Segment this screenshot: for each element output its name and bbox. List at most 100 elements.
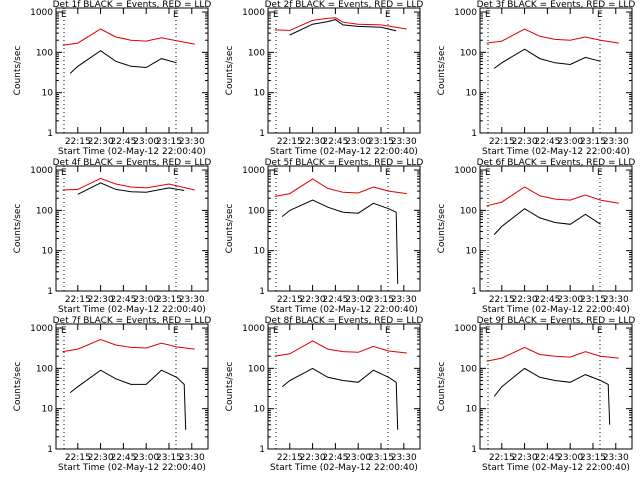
y-tick-label: 1000 <box>242 324 265 334</box>
lld-line <box>486 186 619 207</box>
y-axis-label: Counts/sec <box>437 362 447 412</box>
y-tick-label: 10 <box>466 89 478 99</box>
x-tick-label: 23:15 <box>368 137 394 147</box>
x-tick-label: 22:30 <box>88 137 114 147</box>
x-tick-label: 23:30 <box>179 295 205 305</box>
x-axis-label: Start Time (02-May-12 22:00:40) <box>482 463 630 473</box>
x-tick-label: 23:00 <box>557 295 583 305</box>
lld-line <box>62 28 195 46</box>
y-tick-label: 1 <box>471 445 477 455</box>
panel-3: Det 3f BLACK = Events, RED = LLD 1 10 100 10… <box>437 0 635 157</box>
interval-marker-label: E <box>173 10 179 20</box>
y-tick-label: 1000 <box>454 166 477 176</box>
x-tick-label: 23:00 <box>557 137 583 147</box>
lld-line <box>274 340 407 357</box>
x-tick-label: 23:15 <box>368 453 394 463</box>
plot-frame <box>479 165 633 292</box>
y-tick-label: 1 <box>259 129 265 139</box>
x-tick-label: 22:15 <box>65 453 91 463</box>
y-axis-label: Counts/sec <box>437 46 447 96</box>
y-tick-label: 1 <box>471 129 477 139</box>
interval-marker-label: E <box>61 10 67 20</box>
interval-marker-label: E <box>485 326 491 336</box>
y-tick-label: 10 <box>42 89 54 99</box>
lld-line <box>274 17 407 31</box>
x-tick-label: 23:00 <box>133 295 159 305</box>
interval-marker-label: E <box>597 10 603 20</box>
interval-marker-label: E <box>385 10 391 20</box>
y-tick-label: 1000 <box>30 8 53 18</box>
events-line <box>281 199 399 284</box>
x-axis-label: Start Time (02-May-12 22:00:40) <box>58 463 206 473</box>
x-tick-label: 22:45 <box>322 295 348 305</box>
panel-1: Det 1f BLACK = Events, RED = LLD 1 10 100 10… <box>13 0 211 157</box>
panel-4: Det 4f BLACK = Events, RED = LLD 1 10 100 10… <box>13 158 211 315</box>
plot-frame <box>267 323 421 450</box>
x-tick-label: 22:15 <box>277 295 303 305</box>
x-axis-label: Start Time (02-May-12 22:00:40) <box>58 147 206 157</box>
y-tick-label: 10 <box>254 89 266 99</box>
y-tick-label: 1 <box>259 287 265 297</box>
interval-marker-label: E <box>173 168 179 178</box>
panel-title: Det 8f BLACK = Events, RED = LLD <box>265 316 424 326</box>
y-tick-label: 100 <box>460 364 477 374</box>
y-tick-label: 10 <box>466 247 478 257</box>
x-tick-label: 22:45 <box>110 453 136 463</box>
x-tick-label: 23:30 <box>603 295 629 305</box>
lld-line <box>62 338 195 353</box>
lld-line <box>486 28 619 44</box>
x-tick-label: 23:00 <box>345 453 371 463</box>
panel-title: Det 3f BLACK = Events, RED = LLD <box>477 0 636 10</box>
y-tick-label: 100 <box>36 206 53 216</box>
events-line <box>69 369 187 430</box>
panel-7: Det 7f BLACK = Events, RED = LLD 1 10 100 10… <box>13 316 211 473</box>
interval-marker-label: E <box>61 168 67 178</box>
x-tick-label: 23:15 <box>156 453 182 463</box>
x-tick-label: 22:15 <box>277 137 303 147</box>
y-tick-label: 1 <box>259 445 265 455</box>
panel-title: Det 4f BLACK = Events, RED = LLD <box>53 158 212 168</box>
panel-6: Det 6f BLACK = Events, RED = LLD 1 10 100 10… <box>437 158 635 315</box>
panel-8: Det 8f BLACK = Events, RED = LLD 1 10 100 10… <box>225 316 423 473</box>
x-tick-label: 22:45 <box>534 453 560 463</box>
x-axis-label: Start Time (02-May-12 22:00:40) <box>482 305 630 315</box>
interval-marker-label: E <box>597 326 603 336</box>
x-tick-label: 23:15 <box>580 453 606 463</box>
y-tick-label: 1000 <box>30 324 53 334</box>
y-tick-label: 1000 <box>242 8 265 18</box>
x-axis-label: Start Time (02-May-12 22:00:40) <box>482 147 630 157</box>
plot-frame <box>55 323 209 450</box>
y-axis-label: Counts/sec <box>225 204 235 254</box>
x-tick-label: 22:30 <box>88 453 114 463</box>
lld-line <box>62 177 195 191</box>
x-axis-label: Start Time (02-May-12 22:00:40) <box>270 463 418 473</box>
x-tick-label: 23:00 <box>133 453 159 463</box>
x-tick-label: 23:00 <box>133 137 159 147</box>
x-tick-label: 23:30 <box>179 137 205 147</box>
events-line <box>77 182 185 195</box>
x-tick-label: 23:00 <box>557 453 583 463</box>
interval-marker-label: E <box>173 326 179 336</box>
y-axis-label: Counts/sec <box>437 204 447 254</box>
interval-marker-label: E <box>385 326 391 336</box>
y-tick-label: 1000 <box>30 166 53 176</box>
panel-title: Det 9f BLACK = Events, RED = LLD <box>477 316 636 326</box>
y-tick-label: 100 <box>248 364 265 374</box>
y-axis-label: Counts/sec <box>225 362 235 412</box>
x-tick-label: 22:15 <box>489 453 515 463</box>
x-tick-label: 22:30 <box>300 295 326 305</box>
y-tick-label: 10 <box>254 405 266 415</box>
interval-marker-label: E <box>485 10 491 20</box>
lld-line <box>274 178 407 197</box>
events-line <box>493 367 611 425</box>
y-tick-label: 10 <box>254 247 266 257</box>
x-tick-label: 22:30 <box>300 137 326 147</box>
events-line <box>493 48 601 69</box>
panel-5: Det 5f BLACK = Events, RED = LLD 1 10 100 10… <box>225 158 423 315</box>
events-line <box>493 208 601 235</box>
x-tick-label: 23:30 <box>603 137 629 147</box>
x-tick-label: 22:30 <box>300 453 326 463</box>
interval-marker-label: E <box>273 10 279 20</box>
y-tick-label: 1 <box>471 287 477 297</box>
